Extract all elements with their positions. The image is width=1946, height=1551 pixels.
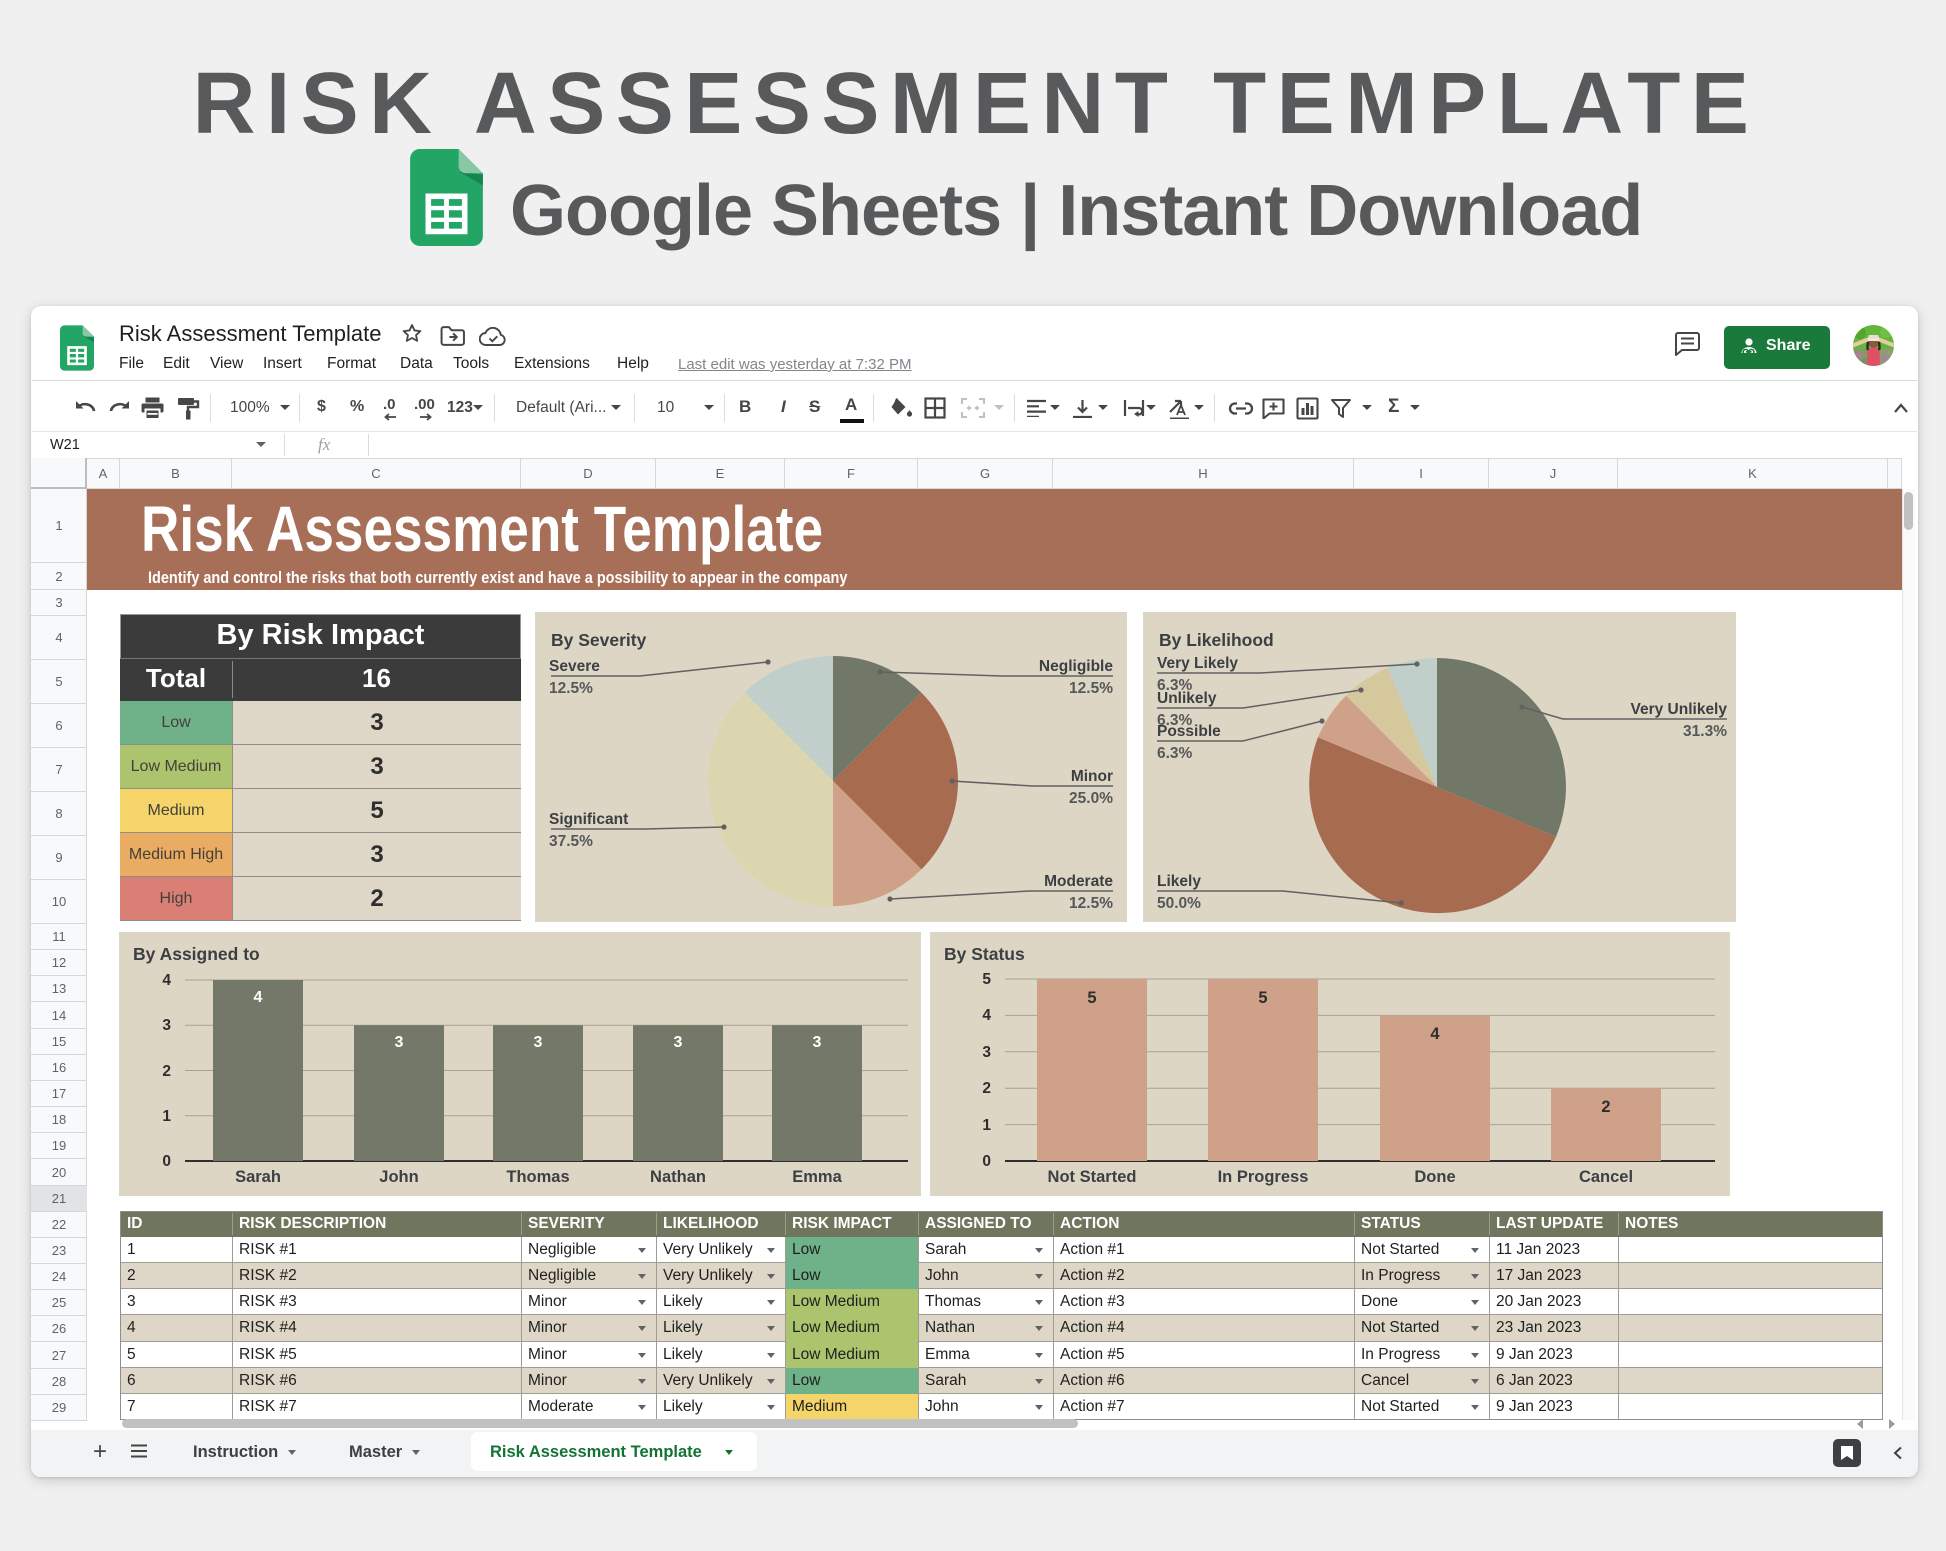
- svg-text:3: 3: [162, 1017, 171, 1034]
- svg-text:1: 1: [982, 1117, 991, 1134]
- svg-text:3: 3: [813, 1034, 822, 1051]
- svg-text:3: 3: [534, 1034, 543, 1051]
- svg-text:2: 2: [982, 1080, 991, 1097]
- svg-text:Thomas: Thomas: [506, 1168, 569, 1186]
- svg-text:John: John: [379, 1168, 418, 1186]
- svg-text:3: 3: [982, 1044, 991, 1061]
- svg-text:0: 0: [982, 1153, 991, 1170]
- svg-text:Emma: Emma: [792, 1168, 842, 1186]
- svg-text:0: 0: [162, 1153, 171, 1170]
- svg-text:Done: Done: [1414, 1168, 1455, 1186]
- svg-text:2: 2: [162, 1063, 171, 1080]
- svg-text:5: 5: [1087, 989, 1096, 1007]
- svg-text:1: 1: [162, 1108, 171, 1125]
- svg-text:5: 5: [982, 971, 991, 988]
- svg-text:4: 4: [162, 972, 171, 989]
- svg-text:5: 5: [1258, 989, 1267, 1007]
- svg-text:2: 2: [1601, 1098, 1610, 1116]
- svg-text:4: 4: [1430, 1025, 1440, 1043]
- svg-text:3: 3: [395, 1034, 404, 1051]
- svg-text:4: 4: [982, 1007, 991, 1024]
- svg-text:Not Started: Not Started: [1048, 1168, 1137, 1186]
- svg-text:Cancel: Cancel: [1579, 1168, 1633, 1186]
- svg-text:Nathan: Nathan: [650, 1168, 706, 1186]
- svg-text:Sarah: Sarah: [235, 1168, 281, 1186]
- svg-text:4: 4: [254, 989, 263, 1006]
- svg-text:3: 3: [674, 1034, 683, 1051]
- svg-text:In Progress: In Progress: [1218, 1168, 1309, 1186]
